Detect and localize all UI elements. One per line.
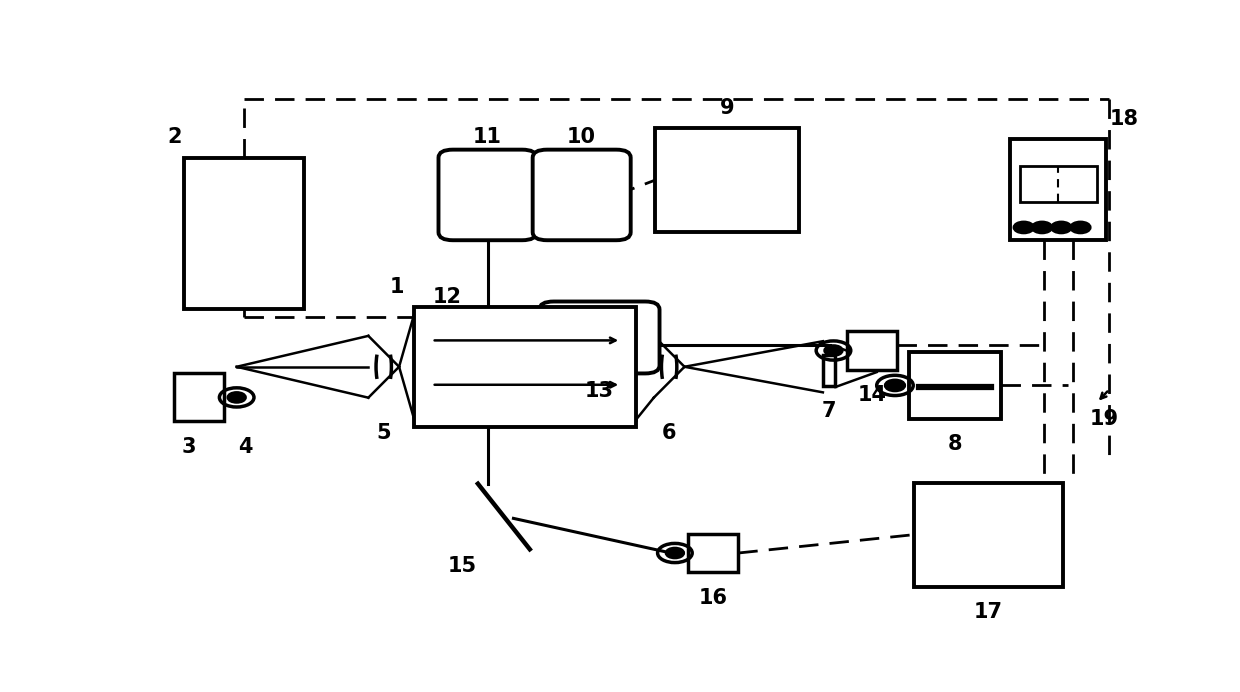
Circle shape — [885, 380, 905, 391]
Circle shape — [666, 548, 683, 558]
FancyBboxPatch shape — [847, 331, 897, 370]
Text: 3: 3 — [182, 437, 196, 457]
Text: 1: 1 — [389, 277, 404, 297]
Text: 18: 18 — [1110, 109, 1138, 129]
Circle shape — [1071, 222, 1090, 233]
Text: 2: 2 — [167, 127, 181, 147]
FancyBboxPatch shape — [439, 149, 537, 240]
Text: 8: 8 — [947, 435, 962, 455]
FancyBboxPatch shape — [688, 534, 738, 572]
Text: 15: 15 — [448, 556, 477, 576]
Circle shape — [228, 392, 246, 402]
Circle shape — [825, 346, 842, 355]
FancyBboxPatch shape — [1011, 139, 1106, 240]
Circle shape — [1014, 222, 1033, 233]
FancyBboxPatch shape — [539, 302, 660, 374]
Text: 4: 4 — [238, 437, 253, 457]
Text: 6: 6 — [662, 424, 676, 444]
Text: 14: 14 — [857, 385, 887, 406]
FancyBboxPatch shape — [533, 149, 631, 240]
Text: 10: 10 — [567, 127, 596, 147]
Circle shape — [1052, 222, 1071, 233]
Text: 11: 11 — [472, 127, 502, 147]
FancyBboxPatch shape — [1019, 165, 1096, 202]
FancyBboxPatch shape — [174, 374, 224, 421]
Text: 16: 16 — [699, 588, 728, 608]
FancyBboxPatch shape — [823, 355, 836, 385]
Text: 17: 17 — [975, 602, 1003, 622]
FancyBboxPatch shape — [414, 307, 635, 427]
Text: 12: 12 — [433, 287, 461, 307]
Text: 9: 9 — [719, 98, 734, 118]
FancyBboxPatch shape — [914, 483, 1063, 587]
FancyBboxPatch shape — [184, 158, 304, 309]
Circle shape — [1033, 222, 1052, 233]
FancyBboxPatch shape — [909, 352, 1001, 419]
Text: 7: 7 — [822, 401, 837, 421]
FancyBboxPatch shape — [655, 128, 799, 233]
Text: 5: 5 — [377, 424, 391, 444]
Text: 13: 13 — [585, 381, 614, 401]
Text: 19: 19 — [1090, 409, 1118, 429]
